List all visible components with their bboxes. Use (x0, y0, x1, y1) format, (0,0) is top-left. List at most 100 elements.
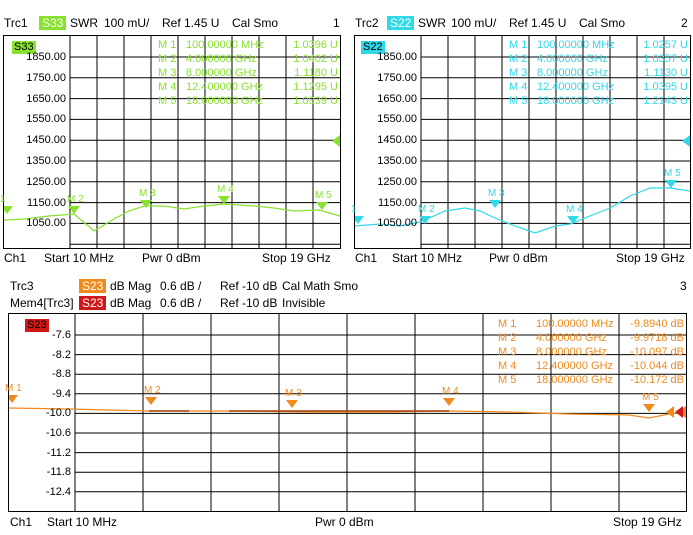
memory-param-tag[interactable]: S23 (79, 296, 107, 310)
marker-triangle-icon[interactable] (140, 200, 152, 208)
marker-triangle-icon[interactable] (665, 180, 677, 188)
param-tag[interactable]: S22 (387, 16, 415, 30)
marker-row: M 1 100.00000 MHz 1.0257 U (507, 38, 690, 52)
marker-x-value: 8.000000 GHz (186, 67, 257, 79)
footer-start: Start 10 MHz (44, 251, 115, 265)
y-tick-label: 1150.00 (378, 196, 417, 209)
y-tick-label: -10.6 (45, 427, 71, 439)
footer-trc1: Ch1 Start 10 MHz Pwr 0 dBm Stop 19 GHz (4, 251, 344, 265)
reference-arrow-icon[interactable] (666, 406, 674, 418)
format-label[interactable]: SWR (418, 16, 446, 30)
ref-label[interactable]: Ref 1.45 U (509, 16, 567, 30)
y-tick-label: -7.6 (52, 329, 71, 341)
y-tick-label: 1450.00 (26, 134, 66, 147)
marker-label: 1 (351, 204, 357, 215)
trace-name[interactable]: Trc2 (355, 16, 379, 30)
trace-name[interactable]: Trc3 (10, 279, 34, 293)
marker-y-value: 1.0402 U (293, 53, 338, 65)
marker-triangle-icon[interactable] (419, 216, 431, 224)
scale-label[interactable]: 100 mU/ (104, 16, 150, 30)
y-tick-label: 1750.00 (377, 71, 417, 84)
marker-name: M 1 (498, 318, 517, 330)
y-tick-label: 1150.00 (27, 196, 66, 209)
trace-name[interactable]: Trc1 (4, 16, 28, 30)
marker-triangle-icon[interactable] (443, 398, 455, 406)
reference-arrow-icon[interactable] (332, 135, 340, 147)
marker-y-value: 1.0357 U (643, 53, 688, 65)
marker-name: M 2 (498, 332, 517, 344)
marker-row: M 2 4.000000 GHz 1.0402 U (156, 52, 340, 66)
ref-label[interactable]: Ref 1.45 U (162, 16, 220, 30)
marker-x-value: 12.400000 GHz (536, 360, 614, 372)
marker-x-value: 18.000000 GHz (536, 374, 614, 386)
plot-area-trc3[interactable]: S23 M 1 100.00000 MHz -9.8940 dB M 2 4.00000… (5, 313, 687, 512)
marker-triangle-icon[interactable] (355, 216, 364, 224)
scale-label[interactable]: 100 mU/ (451, 16, 497, 30)
marker-triangle-icon[interactable] (567, 216, 579, 224)
marker-name: M 5 (498, 374, 517, 386)
format-label[interactable]: dB Mag (110, 279, 152, 293)
marker-label: 1 (0, 194, 6, 205)
marker-row: M 5 18.000000 GHz 1.2143 U (507, 94, 690, 108)
footer-start: Start 10 MHz (392, 251, 463, 265)
memory-header[interactable]: Mem4[Trc3] S23 dB Mag 0.6 dB / Ref -10 d… (10, 296, 690, 310)
marker-name: M 3 (158, 67, 177, 79)
trace-plot (4, 36, 340, 248)
marker-name: M 3 (498, 346, 517, 358)
trace-header-trc2[interactable]: Trc2 S22 SWR 100 mU/ Ref 1.45 U Cal Smo … (355, 16, 693, 30)
y-tick-label: 1550.00 (26, 113, 66, 126)
marker-y-value: 1.1295 U (293, 81, 338, 93)
marker-label: M 2 (67, 194, 84, 205)
y-tick-label: 1650.00 (377, 92, 417, 105)
memory-reference-arrow-icon[interactable] (675, 406, 683, 418)
footer-channel: Ch1 (10, 515, 33, 529)
footer-power: Pwr 0 dBm (489, 251, 548, 265)
marker-row: M 4 12.400000 GHz 1.0395 U (507, 80, 690, 94)
marker-x-value: 100.00000 MHz (537, 39, 615, 51)
trace-plot (9, 314, 686, 511)
param-tag[interactable]: S23 (79, 279, 107, 293)
trace-header-trc1[interactable]: Trc1 S33 SWR 100 mU/ Ref 1.45 U Cal Smo … (4, 16, 344, 30)
footer-channel: Ch1 (4, 251, 27, 265)
marker-triangle-icon[interactable] (316, 202, 328, 210)
memory-ref-label[interactable]: Ref -10 dB (220, 296, 278, 310)
marker-triangle-icon[interactable] (218, 196, 230, 204)
footer-start: Start 10 MHz (47, 515, 118, 529)
y-tick-label: 1050.00 (26, 217, 66, 230)
marker-triangle-icon[interactable] (643, 404, 655, 412)
marker-label: M 3 (285, 388, 302, 399)
plot-area-trc2[interactable]: S22 M 1 100.00000 MHz 1.0257 U M 2 4.000000 … (351, 35, 691, 249)
y-tick-label: 1750.00 (26, 71, 66, 84)
ref-label[interactable]: Ref -10 dB (220, 279, 278, 293)
marker-x-value: 8.000000 GHz (536, 346, 607, 358)
plot-area-trc1[interactable]: S33 M 1 100.00000 MHz 1.0396 U M 2 4.000000 … (0, 35, 341, 249)
marker-x-value: 12.400000 GHz (186, 81, 264, 93)
y-tick-label: -12.4 (45, 485, 71, 498)
param-tag[interactable]: S33 (39, 16, 67, 30)
format-label[interactable]: SWR (70, 16, 98, 30)
marker-triangle-icon[interactable] (4, 206, 13, 214)
y-tick-label: -9.4 (52, 387, 71, 400)
marker-triangle-icon[interactable] (145, 397, 157, 405)
reference-arrow-icon[interactable] (682, 135, 690, 147)
marker-triangle-icon[interactable] (68, 206, 80, 214)
y-tick-label: 1650.00 (26, 92, 66, 105)
y-tick-label: 1850.00 (377, 51, 417, 63)
param-badge: S33 (12, 41, 36, 54)
memory-format-label[interactable]: dB Mag (110, 296, 152, 310)
marker-row: M 1 100.00000 MHz 1.0396 U (156, 38, 340, 52)
scale-label[interactable]: 0.6 dB / (160, 279, 202, 293)
marker-name: M 1 (158, 39, 177, 51)
marker-triangle-icon[interactable] (286, 400, 298, 408)
marker-triangle-icon[interactable] (9, 395, 18, 403)
channel-number: 3 (680, 279, 687, 293)
channel-number: 2 (681, 16, 688, 30)
footer-trc3: Ch1 Start 10 MHz Pwr 0 dBm Stop 19 GHz (10, 515, 690, 529)
memory-trace-name[interactable]: Mem4[Trc3] (10, 296, 74, 310)
marker-name: M 4 (158, 81, 177, 93)
marker-y-value: -9.9718 dB (630, 332, 684, 344)
memory-scale-label[interactable]: 0.6 dB / (160, 296, 202, 310)
trace-header-trc3[interactable]: Trc3 S23 dB Mag 0.6 dB / Ref -10 dB Cal … (10, 279, 690, 293)
marker-triangle-icon[interactable] (489, 200, 501, 208)
marker-x-value: 4.000000 GHz (536, 332, 607, 344)
